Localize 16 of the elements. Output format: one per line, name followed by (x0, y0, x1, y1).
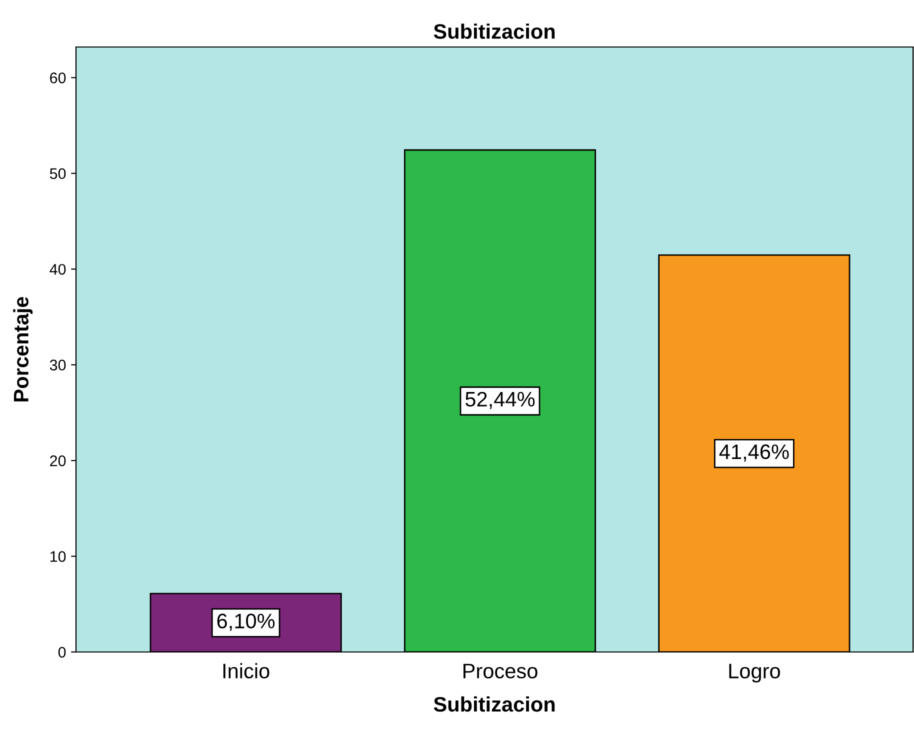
y-tick-label: 40 (50, 264, 66, 275)
x-tick-label: Proceso (464, 664, 538, 678)
x-tick-label: Logro (729, 664, 780, 683)
y-tick-label: 0 (58, 646, 66, 658)
chart-title: Subitizacion (434, 24, 555, 39)
y-tick-label: 20 (50, 455, 66, 466)
data-label: 41,46% (719, 444, 789, 462)
data-label: 6,10% (217, 614, 275, 631)
x-axis-title: Subitizacion (434, 696, 555, 712)
y-tick-label: 50 (50, 168, 66, 180)
data-label: 52,44% (466, 392, 535, 410)
y-tick-label: 10 (50, 551, 66, 562)
y-tick-label: 30 (50, 360, 66, 371)
x-tick-label: Inicio (223, 663, 270, 678)
y-axis-title: Porcentaje (13, 296, 33, 402)
y-tick-label: 60 (50, 72, 66, 84)
